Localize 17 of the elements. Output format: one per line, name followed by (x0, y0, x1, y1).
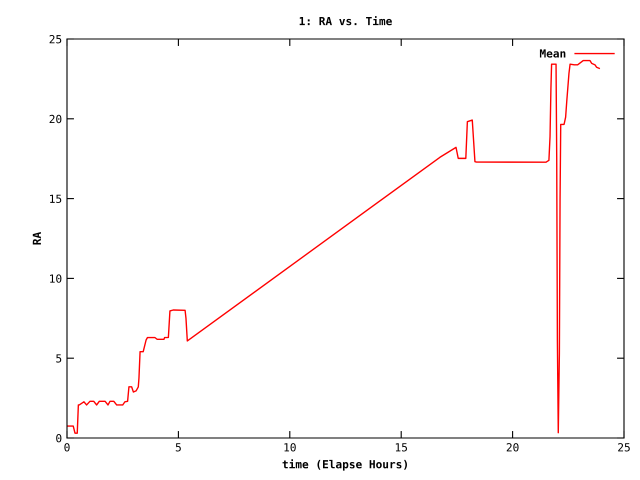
x-tick-label: 10 (284, 443, 296, 452)
x-tick-label: 0 (64, 443, 70, 452)
x-tick-label: 15 (396, 443, 407, 452)
y-tick-label: 10 (50, 274, 62, 283)
y-tick-label: 5 (56, 354, 62, 363)
y-tick-label: 15 (50, 194, 62, 204)
y-axis-title: RA (32, 232, 41, 244)
line-series (67, 60, 600, 434)
x-tick-label: 25 (618, 443, 630, 452)
y-tick-label: 25 (50, 35, 62, 44)
x-axis-title: time (Elapse Hours) (282, 459, 407, 471)
x-tick-label: 20 (506, 443, 519, 452)
chart-title: 1: RA vs. Time (300, 16, 392, 26)
y-tick-label: 20 (50, 114, 62, 124)
x-tick-label: 5 (176, 443, 181, 452)
y-tick-label: 0 (56, 434, 62, 442)
legend-label: Mean (540, 49, 566, 58)
